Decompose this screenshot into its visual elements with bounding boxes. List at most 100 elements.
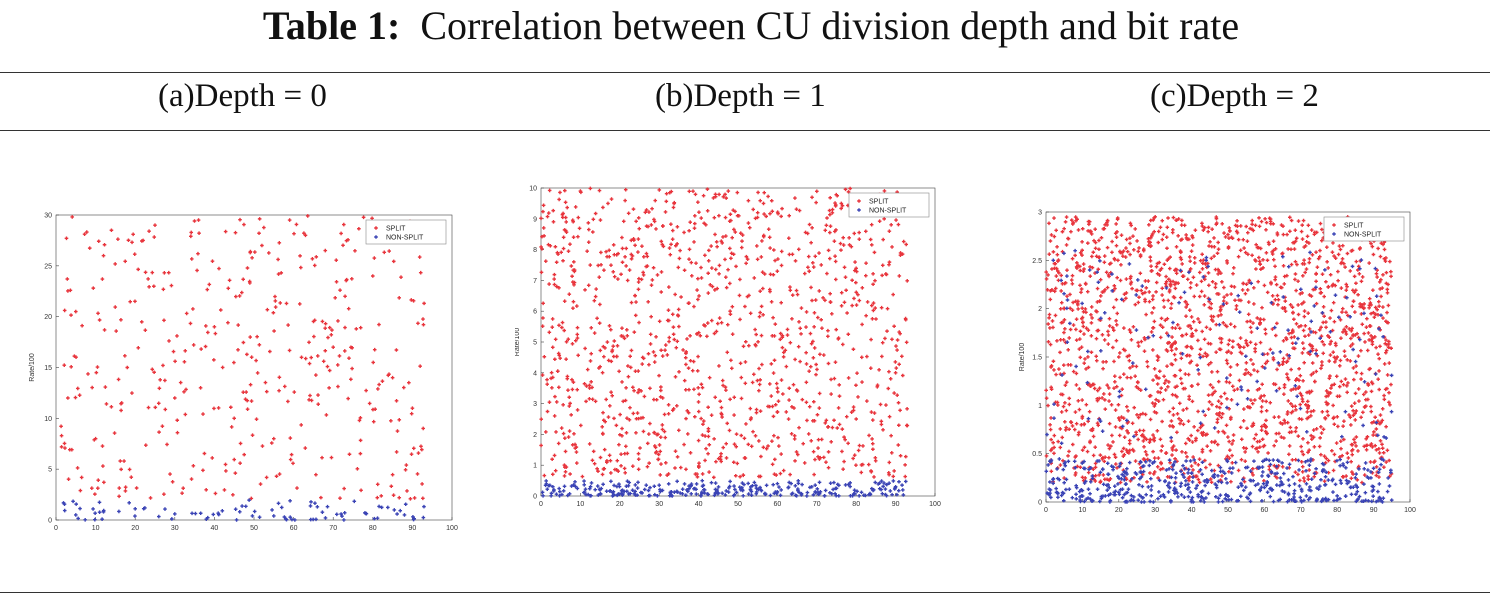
data-point: [654, 227, 658, 231]
data-point: [1152, 404, 1157, 408]
data-point: [1243, 250, 1248, 255]
data-point: [1385, 291, 1390, 295]
data-point: [587, 383, 592, 388]
data-point: [1305, 399, 1310, 404]
data-point: [1112, 484, 1117, 489]
data-point: [1357, 494, 1362, 499]
data-point: [1280, 306, 1285, 310]
data-point: [1114, 235, 1119, 240]
data-point: [1291, 497, 1296, 501]
data-point: [153, 223, 157, 227]
data-point: [1180, 449, 1184, 454]
data-point: [1296, 279, 1300, 283]
data-point: [1058, 427, 1063, 431]
data-point: [1169, 301, 1174, 306]
data-point: [1292, 346, 1297, 351]
data-point: [1131, 361, 1135, 365]
data-point: [740, 485, 744, 490]
data-point: [763, 492, 768, 496]
data-point: [1363, 498, 1368, 503]
data-point: [866, 462, 871, 467]
data-point: [759, 333, 764, 338]
data-point: [1353, 359, 1358, 364]
data-point: [1350, 448, 1354, 453]
data-point: [884, 482, 889, 487]
data-point: [636, 216, 641, 220]
data-point: [1199, 495, 1204, 500]
data-point: [829, 392, 833, 396]
data-point: [1200, 224, 1205, 228]
data-point: [1080, 306, 1084, 311]
data-point: [1128, 236, 1132, 240]
data-point: [1225, 405, 1229, 410]
data-point: [1078, 498, 1082, 502]
data-point: [1263, 425, 1268, 429]
data-point: [1118, 425, 1123, 430]
data-point: [1251, 466, 1255, 471]
data-point: [1055, 338, 1059, 343]
data-point: [411, 514, 415, 519]
data-point: [797, 425, 801, 430]
y-tick-label: 20: [44, 314, 52, 321]
data-point: [1356, 292, 1360, 297]
data-point: [1052, 289, 1057, 294]
data-point: [810, 226, 814, 230]
data-point: [1269, 300, 1274, 305]
data-point: [557, 494, 562, 498]
data-point: [1360, 480, 1364, 485]
data-point: [675, 242, 679, 246]
data-point: [833, 486, 838, 491]
data-point: [823, 298, 827, 303]
data-point: [1320, 469, 1325, 474]
data-point: [1265, 490, 1270, 495]
data-point: [1359, 348, 1363, 353]
data-point: [1377, 495, 1382, 500]
data-point: [754, 490, 759, 494]
data-point: [248, 249, 253, 254]
data-point: [355, 467, 360, 471]
data-point: [1314, 301, 1319, 306]
data-point: [802, 271, 807, 276]
data-point: [889, 450, 894, 455]
data-point: [1305, 416, 1309, 421]
data-point: [559, 250, 564, 255]
data-point: [677, 370, 681, 374]
data-point: [566, 249, 571, 254]
data-point: [1299, 459, 1304, 464]
data-point: [806, 432, 811, 436]
data-point: [157, 430, 161, 434]
data-point: [657, 443, 662, 447]
data-point: [308, 504, 313, 508]
data-point: [611, 489, 616, 494]
data-point: [1208, 342, 1213, 346]
data-point: [358, 451, 363, 456]
data-point: [554, 492, 559, 496]
data-point: [780, 206, 784, 211]
data-point: [1138, 271, 1143, 276]
data-point: [100, 277, 105, 281]
data-point: [873, 306, 878, 310]
data-point: [817, 457, 822, 461]
data-point: [812, 346, 817, 350]
data-point: [776, 399, 781, 404]
data-point: [1106, 493, 1111, 498]
y-tick-label: 3: [1038, 210, 1042, 217]
data-point: [1166, 277, 1171, 282]
data-point: [853, 260, 857, 264]
data-point: [625, 416, 629, 420]
data-point: [1158, 390, 1163, 395]
data-point: [1293, 228, 1298, 232]
data-point: [1251, 228, 1256, 233]
data-point: [1299, 287, 1303, 292]
data-point: [241, 277, 246, 282]
data-point: [1137, 295, 1141, 300]
data-point: [1070, 222, 1075, 226]
data-point: [1238, 336, 1243, 340]
data-point: [700, 478, 705, 483]
data-point: [1161, 466, 1165, 471]
data-point: [254, 417, 259, 422]
data-point: [817, 406, 822, 410]
data-point: [1253, 346, 1257, 351]
data-point: [540, 324, 545, 328]
legend-label: NON-SPLIT: [386, 235, 424, 242]
